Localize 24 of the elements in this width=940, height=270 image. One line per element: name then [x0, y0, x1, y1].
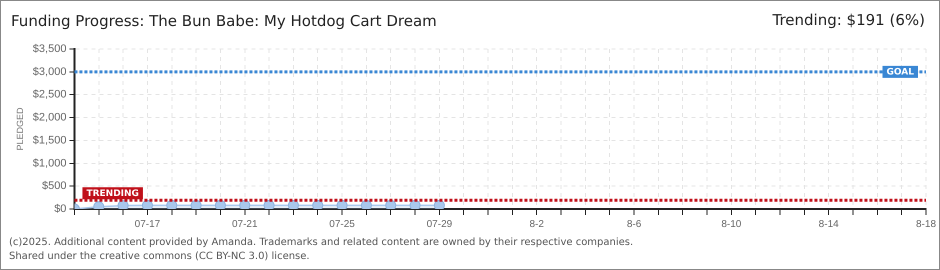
x-tick-label: 8-18 [916, 218, 936, 230]
text: Shared under the creative commons (CC BY-NC 3.0) license. [9, 251, 310, 262]
x-tick-label: 07-29 [426, 218, 453, 230]
y-tick-label: $2,500 [32, 88, 66, 101]
text: Trending: $191 (6%) [772, 11, 925, 29]
chart-title: Funding Progress: The Bun Babe: My Hotdog Cart Dream [11, 12, 437, 30]
y-axis-title: PLEDGED [14, 106, 25, 151]
ref-line-label: TRENDING [86, 189, 139, 200]
y-tick-label: $1,500 [32, 134, 66, 146]
ref-line-label: GOAL [886, 68, 914, 78]
x-tick-label: 07-21 [232, 218, 258, 230]
x-tick-label: 8-10 [721, 218, 742, 230]
text: (c)2025. Additional content provided by Amanda. Trademarks and related content are owned by their respective companies. [9, 237, 634, 248]
y-tick-label: $0 [54, 203, 66, 216]
x-tick-label: 07-17 [134, 218, 161, 230]
y-tick-label: $3,500 [32, 43, 66, 56]
y-tick-label: $500 [42, 180, 66, 192]
y-tick-label: $2,000 [32, 112, 66, 124]
x-tick-label: 8-6 [626, 218, 642, 230]
x-tick-label: 8-14 [818, 218, 840, 230]
y-tick-label: $1,000 [32, 157, 66, 170]
y-tick-label: $3,000 [32, 66, 66, 78]
x-tick-label: 8-2 [529, 218, 544, 230]
x-tick-label: 07-25 [329, 218, 356, 230]
